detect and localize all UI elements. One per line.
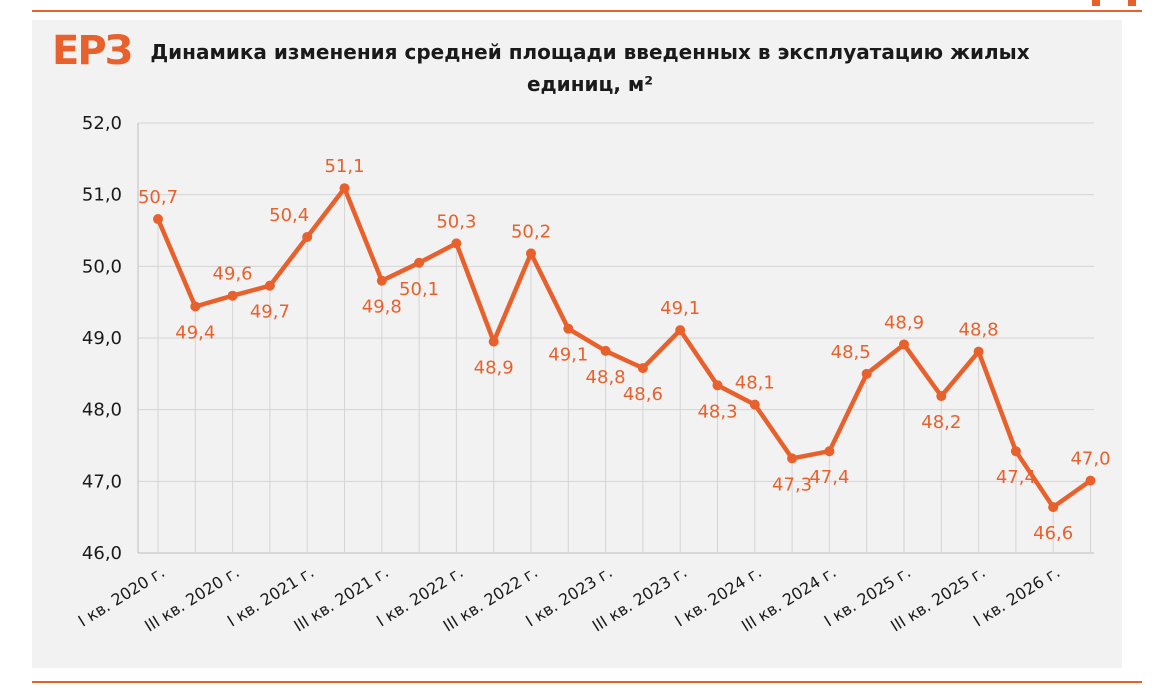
y-tick-label: 51,0 <box>82 185 122 206</box>
data-label: 47,0 <box>1070 449 1110 470</box>
data-label: 51,1 <box>324 156 364 177</box>
data-label: 48,2 <box>921 412 961 433</box>
data-point <box>936 391 947 402</box>
top-accent-mark <box>1128 0 1136 6</box>
data-point <box>861 368 872 379</box>
data-label: 49,7 <box>250 302 290 323</box>
y-tick-label: 46,0 <box>82 543 122 564</box>
data-label: 49,1 <box>660 298 700 319</box>
data-point <box>264 280 275 291</box>
data-point <box>749 399 760 410</box>
data-point <box>787 453 798 464</box>
top-rule <box>32 10 1142 12</box>
data-point <box>1085 475 1096 486</box>
data-point <box>451 238 462 249</box>
data-point <box>376 275 387 286</box>
data-point <box>190 301 201 312</box>
data-point <box>227 290 238 301</box>
data-label: 48,5 <box>831 342 871 363</box>
bottom-rule <box>32 681 1142 683</box>
data-label: 48,3 <box>697 401 737 422</box>
data-point <box>600 345 611 356</box>
data-point <box>1048 502 1059 513</box>
data-label: 48,8 <box>959 320 999 341</box>
data-point <box>339 183 350 194</box>
y-tick-label: 48,0 <box>82 400 122 421</box>
data-point <box>824 446 835 457</box>
data-point <box>563 323 574 334</box>
data-point <box>488 336 499 347</box>
chart-title: Динамика изменения средней площади введе… <box>150 40 1030 96</box>
data-point <box>675 325 686 336</box>
y-tick-label: 47,0 <box>82 471 122 492</box>
data-label: 50,7 <box>138 187 178 208</box>
data-label: 48,1 <box>735 373 775 394</box>
data-label: 49,1 <box>548 345 588 366</box>
chart-panel <box>32 20 1122 668</box>
y-tick-label: 52,0 <box>82 113 122 134</box>
data-label: 50,3 <box>436 211 476 232</box>
data-label: 50,4 <box>269 205 309 226</box>
data-point <box>637 363 648 374</box>
series-line <box>155 185 1093 510</box>
erz-logo: ЕРЗ <box>52 28 133 74</box>
data-label: 47,4 <box>809 467 849 488</box>
data-label: 48,8 <box>586 367 626 388</box>
y-tick-label: 50,0 <box>82 256 122 277</box>
data-label: 50,2 <box>511 221 551 242</box>
data-label: 49,8 <box>362 297 402 318</box>
data-label: 48,9 <box>474 358 514 379</box>
data-label: 49,4 <box>175 322 215 343</box>
top-accent-mark <box>1092 0 1100 6</box>
data-label: 48,9 <box>884 312 924 333</box>
data-label: 47,3 <box>772 474 812 495</box>
data-point <box>302 231 313 242</box>
data-point <box>526 248 536 259</box>
data-point <box>414 257 425 268</box>
data-label: 46,6 <box>1033 523 1073 544</box>
data-point <box>712 380 723 391</box>
data-point <box>1010 446 1021 457</box>
data-point <box>153 214 163 225</box>
data-point <box>973 346 984 357</box>
data-point <box>899 339 909 350</box>
data-label: 50,1 <box>399 279 439 300</box>
data-label: 48,6 <box>623 384 663 405</box>
data-label: 47,4 <box>996 467 1036 488</box>
data-label: 49,6 <box>213 264 253 285</box>
y-tick-label: 49,0 <box>82 328 122 349</box>
